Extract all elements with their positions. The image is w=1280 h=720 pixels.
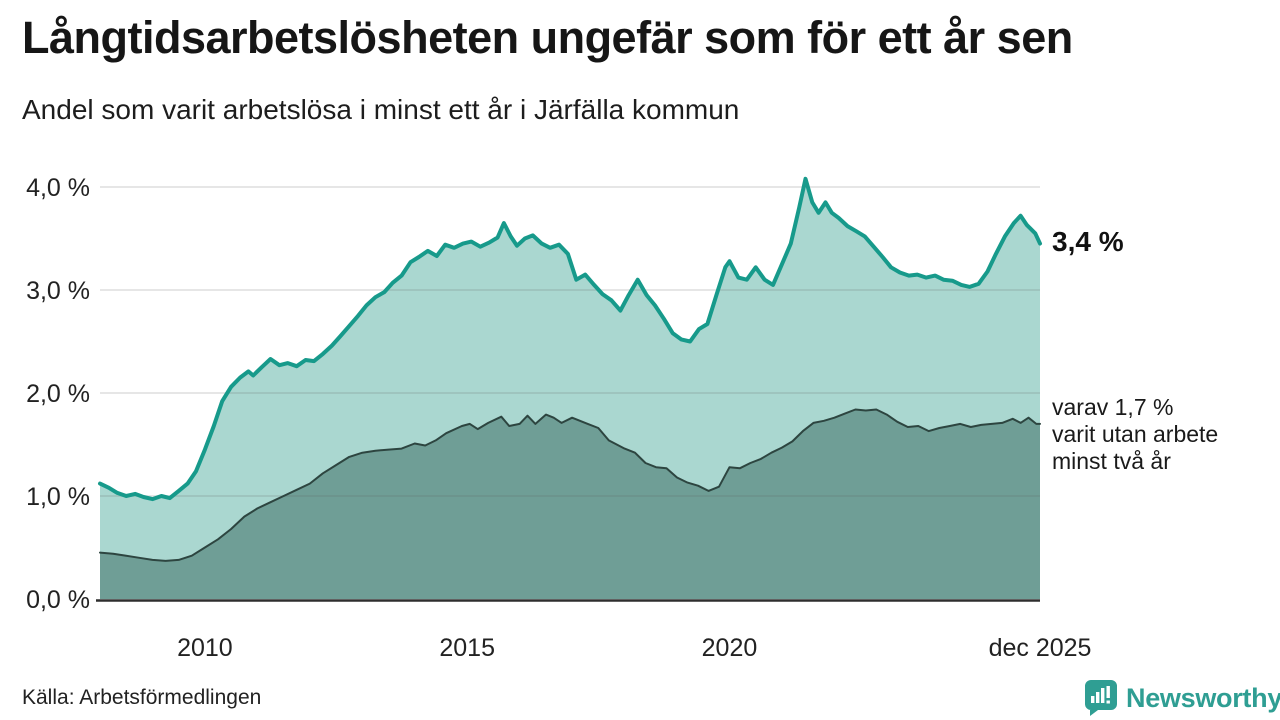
brand-name: Newsworthy bbox=[1126, 682, 1280, 713]
y-axis-tick-label: 1,0 % bbox=[26, 483, 90, 511]
x-axis-tick-label: 2020 bbox=[702, 634, 758, 662]
chart-title: Långtidsarbetslösheten ungefär som för e… bbox=[22, 12, 1073, 63]
x-axis-tick-label: 2010 bbox=[177, 634, 233, 662]
brand-logo: Newsworthy bbox=[1084, 678, 1280, 718]
y-axis-tick-label: 3,0 % bbox=[26, 277, 90, 305]
secondary-series-annotation: varav 1,7 % varit utan arbete minst två … bbox=[1052, 394, 1219, 474]
y-axis-tick-label: 0,0 % bbox=[26, 586, 90, 614]
latest-value-annotation: 3,4 % bbox=[1052, 226, 1124, 257]
x-axis-tick-label: 2015 bbox=[439, 634, 495, 662]
chart-subtitle: Andel som varit arbetslösa i minst ett å… bbox=[22, 94, 740, 125]
x-axis-tick-label: dec 2025 bbox=[989, 634, 1092, 662]
newsworthy-bubble-chart-icon bbox=[1085, 680, 1117, 716]
series-line bbox=[98, 176, 1042, 502]
y-axis-tick-label: 2,0 % bbox=[26, 380, 90, 408]
series-line bbox=[99, 408, 1041, 562]
y-axis-tick-label: 4,0 % bbox=[26, 174, 90, 202]
source-credit: Källa: Arbetsförmedlingen bbox=[22, 686, 262, 709]
series-area bbox=[100, 409, 1040, 599]
